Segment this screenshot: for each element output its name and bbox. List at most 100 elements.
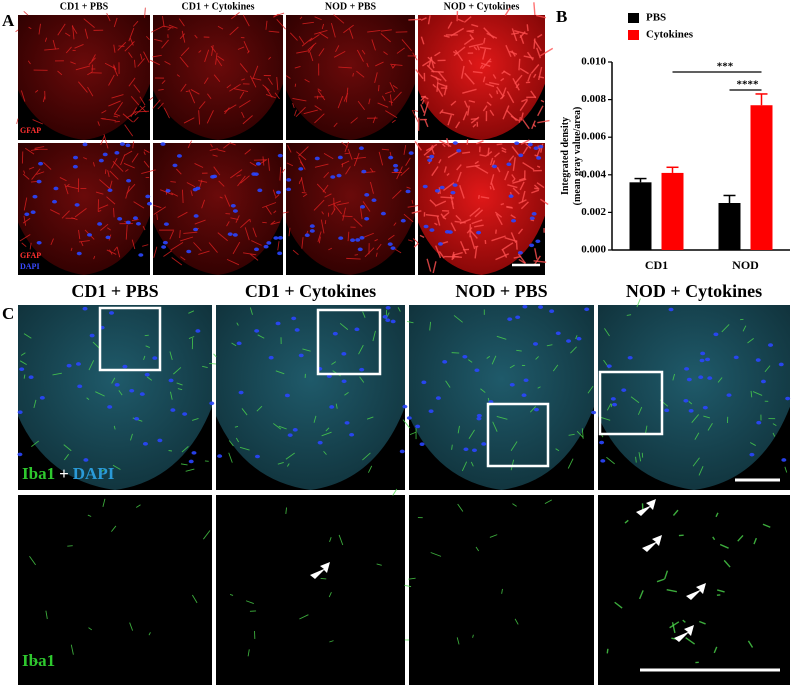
process	[156, 213, 158, 220]
nucleus	[476, 413, 482, 418]
process	[496, 143, 503, 146]
process	[515, 240, 518, 250]
nucleus	[275, 321, 281, 326]
y-tick-label: 0.004	[581, 168, 606, 180]
process	[213, 74, 221, 83]
process	[471, 219, 483, 225]
process	[74, 44, 84, 49]
process	[285, 75, 291, 79]
process	[474, 224, 484, 228]
process	[61, 210, 70, 219]
process	[203, 530, 211, 540]
process	[717, 377, 723, 383]
process	[575, 335, 578, 340]
process	[477, 194, 480, 199]
process	[64, 183, 69, 195]
nucleus	[705, 357, 711, 362]
process	[63, 453, 70, 461]
nucleus	[387, 242, 393, 246]
nucleus	[209, 401, 215, 406]
nucleus	[621, 388, 627, 392]
micrograph	[148, 12, 286, 140]
nucleus	[53, 186, 59, 191]
process	[671, 622, 676, 634]
process	[513, 29, 528, 35]
micrograph	[598, 495, 790, 685]
micrograph	[282, 141, 422, 275]
stain-label: Iba1 + DAPI	[22, 464, 115, 483]
bar	[718, 203, 741, 250]
process	[113, 64, 117, 71]
process	[161, 39, 169, 49]
process	[540, 99, 545, 103]
nucleus	[83, 458, 89, 462]
process	[344, 392, 349, 396]
process	[750, 390, 753, 398]
process	[231, 342, 237, 347]
process	[369, 167, 374, 173]
process	[314, 29, 328, 35]
process	[128, 27, 135, 42]
process	[703, 415, 711, 419]
process	[664, 570, 669, 580]
process	[537, 33, 543, 38]
process	[314, 163, 329, 168]
nucleus	[507, 317, 513, 321]
process	[30, 180, 37, 183]
nucleus	[357, 247, 363, 252]
nucleus	[277, 236, 283, 240]
process	[131, 239, 136, 250]
process	[316, 95, 319, 100]
process	[88, 57, 96, 66]
process	[450, 222, 457, 232]
process	[273, 210, 277, 214]
process	[128, 52, 133, 59]
process	[176, 382, 183, 386]
process	[737, 534, 744, 542]
process	[512, 187, 520, 195]
process	[362, 311, 366, 318]
process	[479, 46, 492, 50]
process	[302, 21, 314, 25]
nucleus	[314, 156, 320, 161]
process	[539, 47, 554, 57]
process	[406, 320, 414, 324]
process	[249, 307, 253, 315]
process	[489, 109, 495, 117]
nucleus	[217, 454, 223, 458]
process	[153, 246, 158, 258]
process	[496, 86, 504, 96]
process	[318, 48, 325, 57]
process	[469, 207, 481, 217]
process	[366, 62, 369, 68]
process	[423, 101, 430, 117]
process	[536, 182, 545, 189]
process	[534, 184, 539, 190]
tissue	[153, 143, 283, 275]
column-label: NOD + Cytokines	[444, 1, 520, 12]
nucleus	[75, 362, 81, 366]
process	[188, 89, 196, 104]
process	[163, 250, 173, 257]
process	[267, 77, 273, 85]
nucleus	[684, 367, 690, 371]
process	[145, 345, 150, 348]
process	[228, 452, 233, 463]
significance-label: ***	[717, 61, 734, 73]
process	[223, 104, 237, 113]
process	[713, 646, 718, 654]
process	[143, 51, 150, 63]
process	[179, 33, 186, 40]
inset-box	[486, 402, 550, 468]
process	[408, 577, 416, 580]
process	[244, 227, 250, 241]
nucleus	[522, 304, 528, 309]
nucleus	[284, 393, 290, 398]
process	[83, 157, 88, 160]
nucleus	[683, 398, 689, 403]
process	[262, 202, 277, 209]
process	[630, 396, 640, 404]
process	[707, 423, 713, 431]
nucleus	[97, 222, 103, 226]
process	[480, 196, 490, 199]
